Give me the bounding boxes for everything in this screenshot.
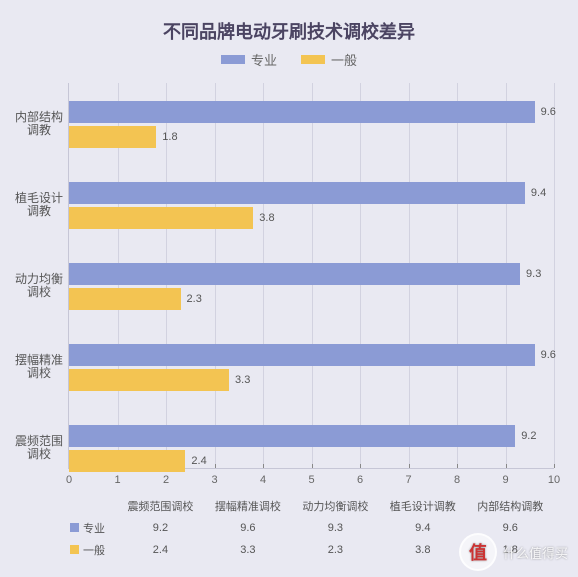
cell: 9.2 bbox=[117, 517, 204, 539]
bar-value-label: 9.6 bbox=[541, 349, 556, 361]
bar-专业: 9.3 bbox=[69, 263, 520, 285]
bar-value-label: 9.6 bbox=[541, 106, 556, 118]
bar-一般: 3.8 bbox=[69, 207, 253, 229]
bar-专业: 9.6 bbox=[69, 101, 535, 123]
x-tick-label: 10 bbox=[548, 474, 560, 486]
col-h-2: 动力均衡调校 bbox=[292, 495, 379, 517]
col-h-0: 震频范围调校 bbox=[117, 495, 204, 517]
row-label: 专业 bbox=[68, 517, 117, 539]
y-category-label: 内部结构调教 bbox=[15, 111, 69, 139]
x-tick-label: 6 bbox=[357, 474, 363, 486]
legend-swatch-gen bbox=[301, 55, 325, 64]
x-tick-label: 4 bbox=[260, 474, 266, 486]
y-category-label: 动力均衡调校 bbox=[15, 273, 69, 301]
chart-container: 不同品牌电动牙刷技术调校差异 专业 一般 012345678910内部结构调教9… bbox=[0, 0, 578, 577]
legend-item-pro: 专业 bbox=[221, 50, 277, 69]
bar-value-label: 1.8 bbox=[162, 131, 177, 143]
bar-一般: 3.3 bbox=[69, 369, 229, 391]
x-tick-label: 9 bbox=[502, 474, 508, 486]
bar-专业: 9.2 bbox=[69, 425, 515, 447]
x-tick-label: 3 bbox=[211, 474, 217, 486]
cell: 9.6 bbox=[204, 517, 291, 539]
cell: 2.4 bbox=[117, 539, 204, 561]
legend: 专业 一般 bbox=[14, 50, 564, 69]
col-h-4: 内部结构调教 bbox=[467, 495, 554, 517]
x-tick-label: 5 bbox=[308, 474, 314, 486]
table-row: 一般 2.4 3.3 2.3 3.8 1.8 bbox=[68, 539, 554, 561]
legend-swatch-pro bbox=[221, 55, 245, 64]
table-header: 震频范围调校 摆幅精准调校 动力均衡调校 植毛设计调教 内部结构调教 bbox=[68, 495, 554, 517]
cell: 3.3 bbox=[204, 539, 291, 561]
y-category-label: 植毛设计调教 bbox=[15, 192, 69, 220]
x-tick-label: 1 bbox=[114, 474, 120, 486]
bar-value-label: 9.3 bbox=[526, 268, 541, 280]
row-label: 一般 bbox=[68, 539, 117, 561]
cell: 9.3 bbox=[292, 517, 379, 539]
col-h-3: 植毛设计调教 bbox=[379, 495, 466, 517]
x-tick-label: 0 bbox=[66, 474, 72, 486]
data-table: 震频范围调校 摆幅精准调校 动力均衡调校 植毛设计调教 内部结构调教 专业 9.… bbox=[68, 495, 554, 561]
cell: 9.4 bbox=[379, 517, 466, 539]
bar-value-label: 2.3 bbox=[187, 293, 202, 305]
col-h-1: 摆幅精准调校 bbox=[204, 495, 291, 517]
bar-value-label: 2.4 bbox=[191, 455, 206, 467]
y-category-label: 摆幅精准调校 bbox=[15, 354, 69, 382]
x-tick-label: 2 bbox=[163, 474, 169, 486]
bar-value-label: 3.3 bbox=[235, 374, 250, 386]
chart-title: 不同品牌电动牙刷技术调校差异 bbox=[14, 18, 564, 44]
cell: 2.3 bbox=[292, 539, 379, 561]
x-tick-label: 7 bbox=[405, 474, 411, 486]
bar-value-label: 9.4 bbox=[531, 187, 546, 199]
cell: 3.8 bbox=[379, 539, 466, 561]
table-row: 专业 9.2 9.6 9.3 9.4 9.6 bbox=[68, 517, 554, 539]
bar-value-label: 9.2 bbox=[521, 430, 536, 442]
legend-label-pro: 专业 bbox=[251, 50, 277, 69]
gridline bbox=[554, 83, 555, 468]
bar-一般: 2.4 bbox=[69, 450, 185, 472]
bar-value-label: 3.8 bbox=[259, 212, 274, 224]
table-corner bbox=[68, 495, 117, 517]
legend-item-gen: 一般 bbox=[301, 50, 357, 69]
legend-label-gen: 一般 bbox=[331, 50, 357, 69]
cell: 9.6 bbox=[467, 517, 554, 539]
bar-专业: 9.4 bbox=[69, 182, 525, 204]
plot-area: 012345678910内部结构调教9.61.8植毛设计调教9.43.8动力均衡… bbox=[68, 83, 554, 469]
x-tick-label: 8 bbox=[454, 474, 460, 486]
bar-一般: 2.3 bbox=[69, 288, 181, 310]
cell: 1.8 bbox=[467, 539, 554, 561]
bar-一般: 1.8 bbox=[69, 126, 156, 148]
bar-专业: 9.6 bbox=[69, 344, 535, 366]
y-category-label: 震频范围调校 bbox=[15, 435, 69, 463]
